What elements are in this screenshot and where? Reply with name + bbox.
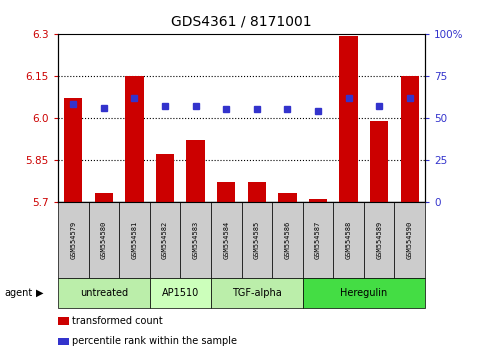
Bar	[150, 202, 180, 278]
Text: GSM554580: GSM554580	[101, 221, 107, 259]
Bar	[180, 202, 211, 278]
Text: GSM554585: GSM554585	[254, 221, 260, 259]
Bar	[95, 193, 113, 202]
Bar	[364, 202, 395, 278]
Bar	[400, 76, 419, 202]
Bar	[119, 202, 150, 278]
Bar	[58, 202, 88, 278]
Text: GSM554579: GSM554579	[70, 221, 76, 259]
Bar	[242, 202, 272, 278]
Bar	[125, 76, 143, 202]
Text: Heregulin: Heregulin	[340, 288, 387, 298]
Bar	[248, 182, 266, 202]
Bar	[186, 140, 205, 202]
Bar	[211, 278, 303, 308]
Bar	[395, 202, 425, 278]
Bar	[370, 120, 388, 202]
Text: GSM554586: GSM554586	[284, 221, 290, 259]
Bar	[150, 278, 211, 308]
Text: GSM554583: GSM554583	[193, 221, 199, 259]
Bar	[211, 202, 242, 278]
Text: untreated: untreated	[80, 288, 128, 298]
Text: GSM554587: GSM554587	[315, 221, 321, 259]
Bar	[333, 202, 364, 278]
Text: GSM554582: GSM554582	[162, 221, 168, 259]
Bar	[156, 154, 174, 202]
Bar	[309, 199, 327, 202]
Bar	[340, 36, 358, 202]
Bar	[272, 202, 303, 278]
Bar	[88, 202, 119, 278]
Text: percentile rank within the sample: percentile rank within the sample	[72, 336, 238, 347]
Bar	[58, 278, 150, 308]
Text: AP1510: AP1510	[162, 288, 199, 298]
Bar	[64, 98, 83, 202]
Text: transformed count: transformed count	[72, 316, 163, 326]
Text: GDS4361 / 8171001: GDS4361 / 8171001	[171, 14, 312, 28]
Bar	[278, 193, 297, 202]
Bar	[217, 182, 235, 202]
Text: GSM554581: GSM554581	[131, 221, 138, 259]
Bar	[303, 278, 425, 308]
Text: GSM554584: GSM554584	[223, 221, 229, 259]
Text: TGF-alpha: TGF-alpha	[232, 288, 282, 298]
Text: ▶: ▶	[36, 288, 44, 298]
Text: agent: agent	[5, 288, 33, 298]
Text: GSM554588: GSM554588	[345, 221, 352, 259]
Text: GSM554589: GSM554589	[376, 221, 382, 259]
Bar	[303, 202, 333, 278]
Text: GSM554590: GSM554590	[407, 221, 413, 259]
